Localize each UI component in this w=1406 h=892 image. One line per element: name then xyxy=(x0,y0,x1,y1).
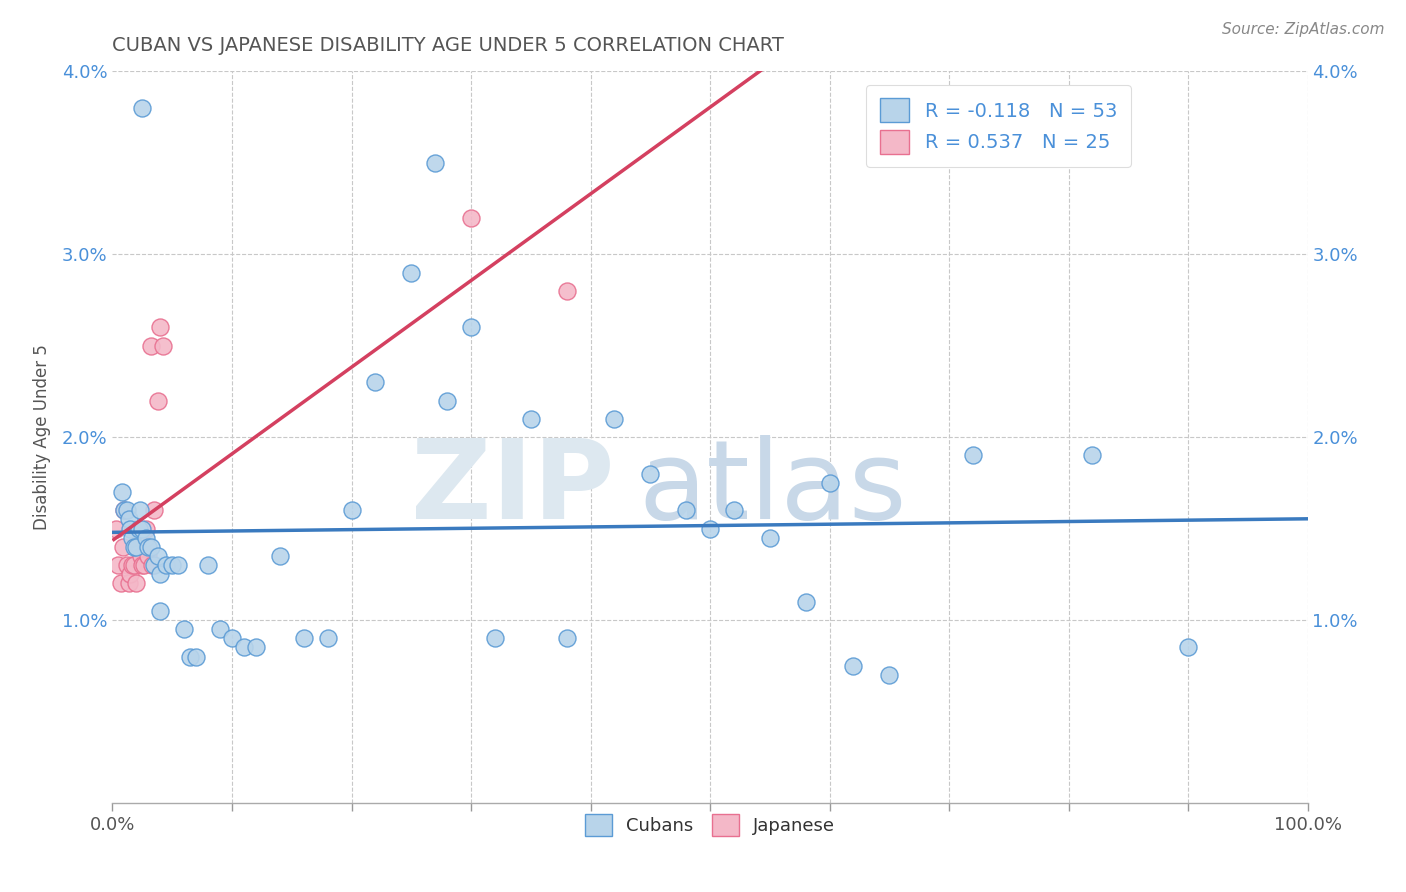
Point xyxy=(135,521,157,535)
Legend: Cubans, Japanese: Cubans, Japanese xyxy=(576,805,844,845)
Point xyxy=(132,558,155,573)
Point xyxy=(842,658,865,673)
Point xyxy=(173,622,195,636)
Point xyxy=(197,558,219,573)
Point xyxy=(149,604,172,618)
Point xyxy=(125,576,148,591)
Point xyxy=(146,393,169,408)
Point xyxy=(129,503,152,517)
Point xyxy=(699,521,721,535)
Point xyxy=(120,521,142,535)
Point xyxy=(436,393,458,408)
Point xyxy=(316,632,339,646)
Point xyxy=(555,632,578,646)
Point xyxy=(818,475,841,490)
Point xyxy=(723,503,745,517)
Point xyxy=(520,412,543,426)
Point xyxy=(555,284,578,298)
Point xyxy=(269,549,291,563)
Point xyxy=(460,211,482,225)
Point xyxy=(484,632,506,646)
Point xyxy=(121,558,143,573)
Point xyxy=(135,531,157,545)
Point xyxy=(759,531,782,545)
Point xyxy=(118,576,141,591)
Point xyxy=(128,521,150,535)
Point xyxy=(1177,640,1199,655)
Point xyxy=(186,649,208,664)
Point xyxy=(149,567,172,582)
Point xyxy=(675,503,697,517)
Point xyxy=(292,632,315,646)
Point xyxy=(162,558,183,573)
Point xyxy=(118,512,141,526)
Point xyxy=(340,503,363,517)
Text: CUBAN VS JAPANESE DISABILITY AGE UNDER 5 CORRELATION CHART: CUBAN VS JAPANESE DISABILITY AGE UNDER 5… xyxy=(112,36,785,54)
Point xyxy=(131,101,153,115)
Point xyxy=(152,338,174,352)
Point xyxy=(114,503,135,517)
Text: ZIP: ZIP xyxy=(411,434,614,541)
Point xyxy=(105,521,128,535)
Point xyxy=(794,595,817,609)
Point xyxy=(425,155,447,169)
Point xyxy=(167,558,190,573)
Point xyxy=(131,521,153,535)
Point xyxy=(141,558,163,573)
Point xyxy=(138,549,160,563)
Point xyxy=(138,540,160,554)
Point xyxy=(110,576,132,591)
Point xyxy=(233,640,256,655)
Point xyxy=(640,467,662,481)
Y-axis label: Disability Age Under 5: Disability Age Under 5 xyxy=(32,344,51,530)
Point xyxy=(107,558,129,573)
Point xyxy=(121,531,143,545)
Point xyxy=(245,640,267,655)
Point xyxy=(120,567,142,582)
Point xyxy=(143,558,166,573)
Point xyxy=(401,266,423,280)
Point xyxy=(209,622,232,636)
Point xyxy=(125,521,148,535)
Point xyxy=(139,540,162,554)
Point xyxy=(149,320,172,334)
Point xyxy=(131,558,153,573)
Point xyxy=(115,503,138,517)
Point xyxy=(111,485,134,500)
Point xyxy=(125,540,148,554)
Point xyxy=(128,531,150,545)
Point xyxy=(364,376,387,390)
Point xyxy=(143,503,166,517)
Point xyxy=(879,667,901,681)
Point xyxy=(460,320,482,334)
Point xyxy=(221,632,243,646)
Point xyxy=(112,540,135,554)
Point xyxy=(603,412,626,426)
Point xyxy=(1081,449,1104,463)
Point xyxy=(122,540,145,554)
Text: atlas: atlas xyxy=(638,434,907,541)
Point xyxy=(114,503,135,517)
Point xyxy=(115,558,138,573)
Point xyxy=(129,549,152,563)
Point xyxy=(179,649,201,664)
Point xyxy=(155,558,177,573)
Text: Source: ZipAtlas.com: Source: ZipAtlas.com xyxy=(1222,22,1385,37)
Point xyxy=(146,549,169,563)
Point xyxy=(139,338,162,352)
Point xyxy=(122,558,145,573)
Point xyxy=(962,449,984,463)
